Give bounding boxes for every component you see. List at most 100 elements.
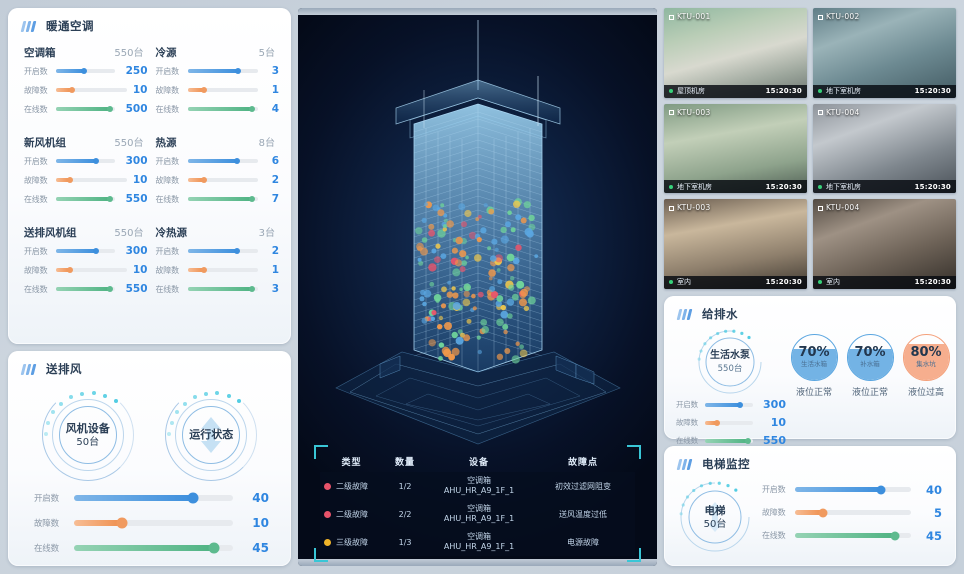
slider-row[interactable]: 故障数 5 xyxy=(762,506,942,520)
slider-row[interactable]: 开启数 3 xyxy=(156,65,280,77)
table-row[interactable]: 二级故障 1/2 空调箱 AHU_HR_A9_1F_1 初效过滤网阻变 xyxy=(320,472,635,500)
slider-knob[interactable] xyxy=(106,106,113,112)
slider-track[interactable] xyxy=(187,248,258,254)
slider-track[interactable] xyxy=(705,419,753,426)
slider-track[interactable] xyxy=(74,492,233,504)
slider-track[interactable] xyxy=(56,248,115,254)
slider-row[interactable]: 开启数 300 xyxy=(24,245,148,257)
camera-tile[interactable]: KTU-004 室内 15:20:30 xyxy=(813,199,956,289)
slider-track[interactable] xyxy=(56,267,127,273)
slider-knob[interactable] xyxy=(249,286,256,292)
panel-fan-header: 送排风 xyxy=(8,351,291,381)
slider-row[interactable]: 在线数 550 xyxy=(24,283,148,295)
slider-row[interactable]: 开启数 40 xyxy=(762,483,942,497)
slider-track[interactable] xyxy=(56,158,115,164)
water-tank[interactable]: 70% 补水箱 液位正常 xyxy=(842,334,898,398)
slider-row[interactable]: 开启数 2 xyxy=(156,245,280,257)
slider-row[interactable]: 故障数 10 xyxy=(24,84,148,96)
slider-track[interactable] xyxy=(56,286,115,292)
slider-row[interactable]: 在线数 550 xyxy=(676,434,786,447)
slider-row[interactable]: 故障数 1 xyxy=(156,264,280,276)
slider-knob[interactable] xyxy=(81,68,88,74)
slider-track[interactable] xyxy=(56,177,127,183)
camera-tile[interactable]: KTU-001 屋顶机房 15:20:30 xyxy=(664,8,807,98)
slider-knob[interactable] xyxy=(890,531,900,540)
slider-knob[interactable] xyxy=(201,177,208,183)
slider-row[interactable]: 在线数 4 xyxy=(156,103,280,115)
slider-row[interactable]: 故障数 10 xyxy=(34,516,269,530)
slider-track[interactable] xyxy=(74,542,233,554)
slider-knob[interactable] xyxy=(208,542,220,554)
slider-row[interactable]: 在线数 550 xyxy=(24,193,148,205)
slider-fill xyxy=(187,107,253,111)
slider-row[interactable]: 开启数 300 xyxy=(676,398,786,411)
slider-knob[interactable] xyxy=(736,401,743,408)
slider-knob[interactable] xyxy=(876,485,886,494)
tank-level-gauge: 80% 集水坑 xyxy=(902,334,950,381)
slider-track[interactable] xyxy=(187,267,258,273)
slider-knob[interactable] xyxy=(235,68,242,74)
water-tank[interactable]: 80% 集水坑 液位过高 xyxy=(898,334,954,398)
slider-track[interactable] xyxy=(56,87,127,93)
slider-knob[interactable] xyxy=(249,196,256,202)
slider-track[interactable] xyxy=(187,286,258,292)
slider-knob[interactable] xyxy=(745,437,752,444)
slider-row[interactable]: 故障数 10 xyxy=(24,174,148,186)
slider-track[interactable] xyxy=(187,177,258,183)
slider-track[interactable] xyxy=(187,68,258,74)
slider-row[interactable]: 在线数 45 xyxy=(34,541,269,555)
water-tank[interactable]: 70% 生活水箱 液位正常 xyxy=(786,334,842,398)
slider-knob[interactable] xyxy=(201,87,208,93)
slider-knob[interactable] xyxy=(187,492,199,504)
slider-knob[interactable] xyxy=(233,158,240,164)
slider-knob[interactable] xyxy=(92,248,99,254)
slider-row[interactable]: 故障数 10 xyxy=(676,416,786,429)
camera-tile[interactable]: KTU-003 室内 15:20:30 xyxy=(664,199,807,289)
slider-track[interactable] xyxy=(56,196,115,202)
slider-row[interactable]: 故障数 2 xyxy=(156,174,280,186)
camera-tile[interactable]: KTU-002 地下室机房 15:20:30 xyxy=(813,8,956,98)
slider-knob[interactable] xyxy=(201,267,208,273)
slider-value: 3 xyxy=(271,65,279,77)
slider-row[interactable]: 故障数 1 xyxy=(156,84,280,96)
slider-track[interactable] xyxy=(795,531,911,540)
slider-knob[interactable] xyxy=(68,87,75,93)
table-row[interactable]: 二级故障 2/2 空调箱 AHU_HR_A9_1F_1 送风温度过低 xyxy=(320,500,635,528)
slider-track[interactable] xyxy=(56,106,115,112)
slider-knob[interactable] xyxy=(67,267,74,273)
slider-track[interactable] xyxy=(74,517,233,529)
slider-row[interactable]: 故障数 10 xyxy=(24,264,148,276)
slider-row[interactable]: 在线数 7 xyxy=(156,193,280,205)
slider-knob[interactable] xyxy=(116,517,128,529)
camera-tile[interactable]: KTU-004 地下室机房 15:20:30 xyxy=(813,103,956,194)
slider-label: 故障数 xyxy=(24,85,48,95)
slider-row[interactable]: 开启数 6 xyxy=(156,155,280,167)
slider-track[interactable] xyxy=(187,87,258,93)
slider-row[interactable]: 开启数 250 xyxy=(24,65,148,77)
slider-track[interactable] xyxy=(795,508,911,517)
slider-knob[interactable] xyxy=(106,196,113,202)
slider-knob[interactable] xyxy=(106,286,113,292)
slider-track[interactable] xyxy=(187,196,258,202)
slider-knob[interactable] xyxy=(249,106,256,112)
slider-row[interactable]: 开启数 300 xyxy=(24,155,148,167)
slider-track[interactable] xyxy=(705,437,753,444)
slider-value: 10 xyxy=(132,84,148,96)
slider-row[interactable]: 在线数 500 xyxy=(24,103,148,115)
slider-track[interactable] xyxy=(795,485,911,494)
slider-knob[interactable] xyxy=(233,248,240,254)
slider-track[interactable] xyxy=(187,106,258,112)
slider-row[interactable]: 在线数 45 xyxy=(762,529,942,543)
slider-knob[interactable] xyxy=(92,158,99,164)
slider-knob[interactable] xyxy=(67,177,74,183)
slider-knob[interactable] xyxy=(713,419,720,426)
slider-track[interactable] xyxy=(56,68,115,74)
slider-row[interactable]: 在线数 3 xyxy=(156,283,280,295)
slider-knob[interactable] xyxy=(818,508,828,517)
slider-track[interactable] xyxy=(705,401,753,408)
camera-tile[interactable]: KTU-003 地下室机房 15:20:30 xyxy=(664,103,807,194)
building-3d-viewport[interactable]: 类型 数量 设备 故障点 二级故障 1/2 空调箱 AHU_HR_A9_1F_1 初效过滤网阻… xyxy=(298,8,657,566)
table-row[interactable]: 三级故障 1/3 空调箱 AHU_HR_A9_1F_1 电源故障 xyxy=(320,528,635,556)
slider-row[interactable]: 开启数 40 xyxy=(34,491,269,505)
slider-track[interactable] xyxy=(187,158,258,164)
